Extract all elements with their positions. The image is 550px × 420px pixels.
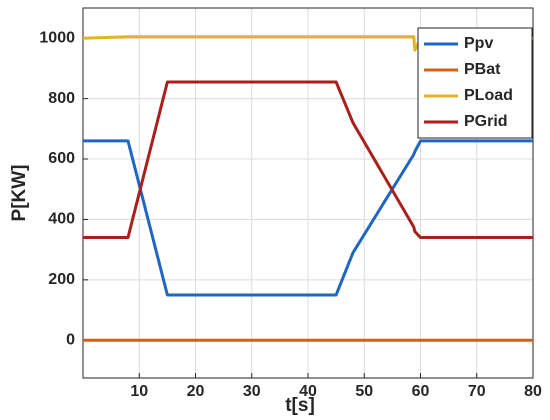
y-tick-label: 1000 bbox=[39, 29, 75, 46]
x-tick-label: 80 bbox=[524, 383, 542, 400]
y-tick-label: 0 bbox=[66, 331, 75, 348]
x-axis-label: t[s] bbox=[285, 395, 315, 416]
x-tick-label: 30 bbox=[243, 383, 261, 400]
y-tick-label: 400 bbox=[48, 211, 75, 228]
x-tick-label: 10 bbox=[130, 383, 148, 400]
line bbox=[83, 80, 533, 240]
x-tick-label: 40 bbox=[299, 383, 317, 400]
y-axis-label: P[KW] bbox=[9, 165, 30, 222]
legend-label: Ppv bbox=[464, 35, 493, 52]
legend-label: PLoad bbox=[464, 87, 513, 104]
y-tick-label: 600 bbox=[48, 150, 75, 167]
y-tick-label: 200 bbox=[48, 271, 75, 288]
line bbox=[83, 139, 533, 297]
legend-box bbox=[417, 27, 533, 139]
x-tick-label: 60 bbox=[412, 383, 430, 400]
x-tick-label: 70 bbox=[468, 383, 486, 400]
x-tick-label: 50 bbox=[355, 383, 373, 400]
legend-label: PBat bbox=[464, 61, 501, 78]
x-tick-label: 20 bbox=[187, 383, 205, 400]
plot-frame bbox=[82, 7, 534, 379]
legend-label: PGrid bbox=[464, 113, 508, 130]
y-tick-label: 800 bbox=[48, 90, 75, 107]
